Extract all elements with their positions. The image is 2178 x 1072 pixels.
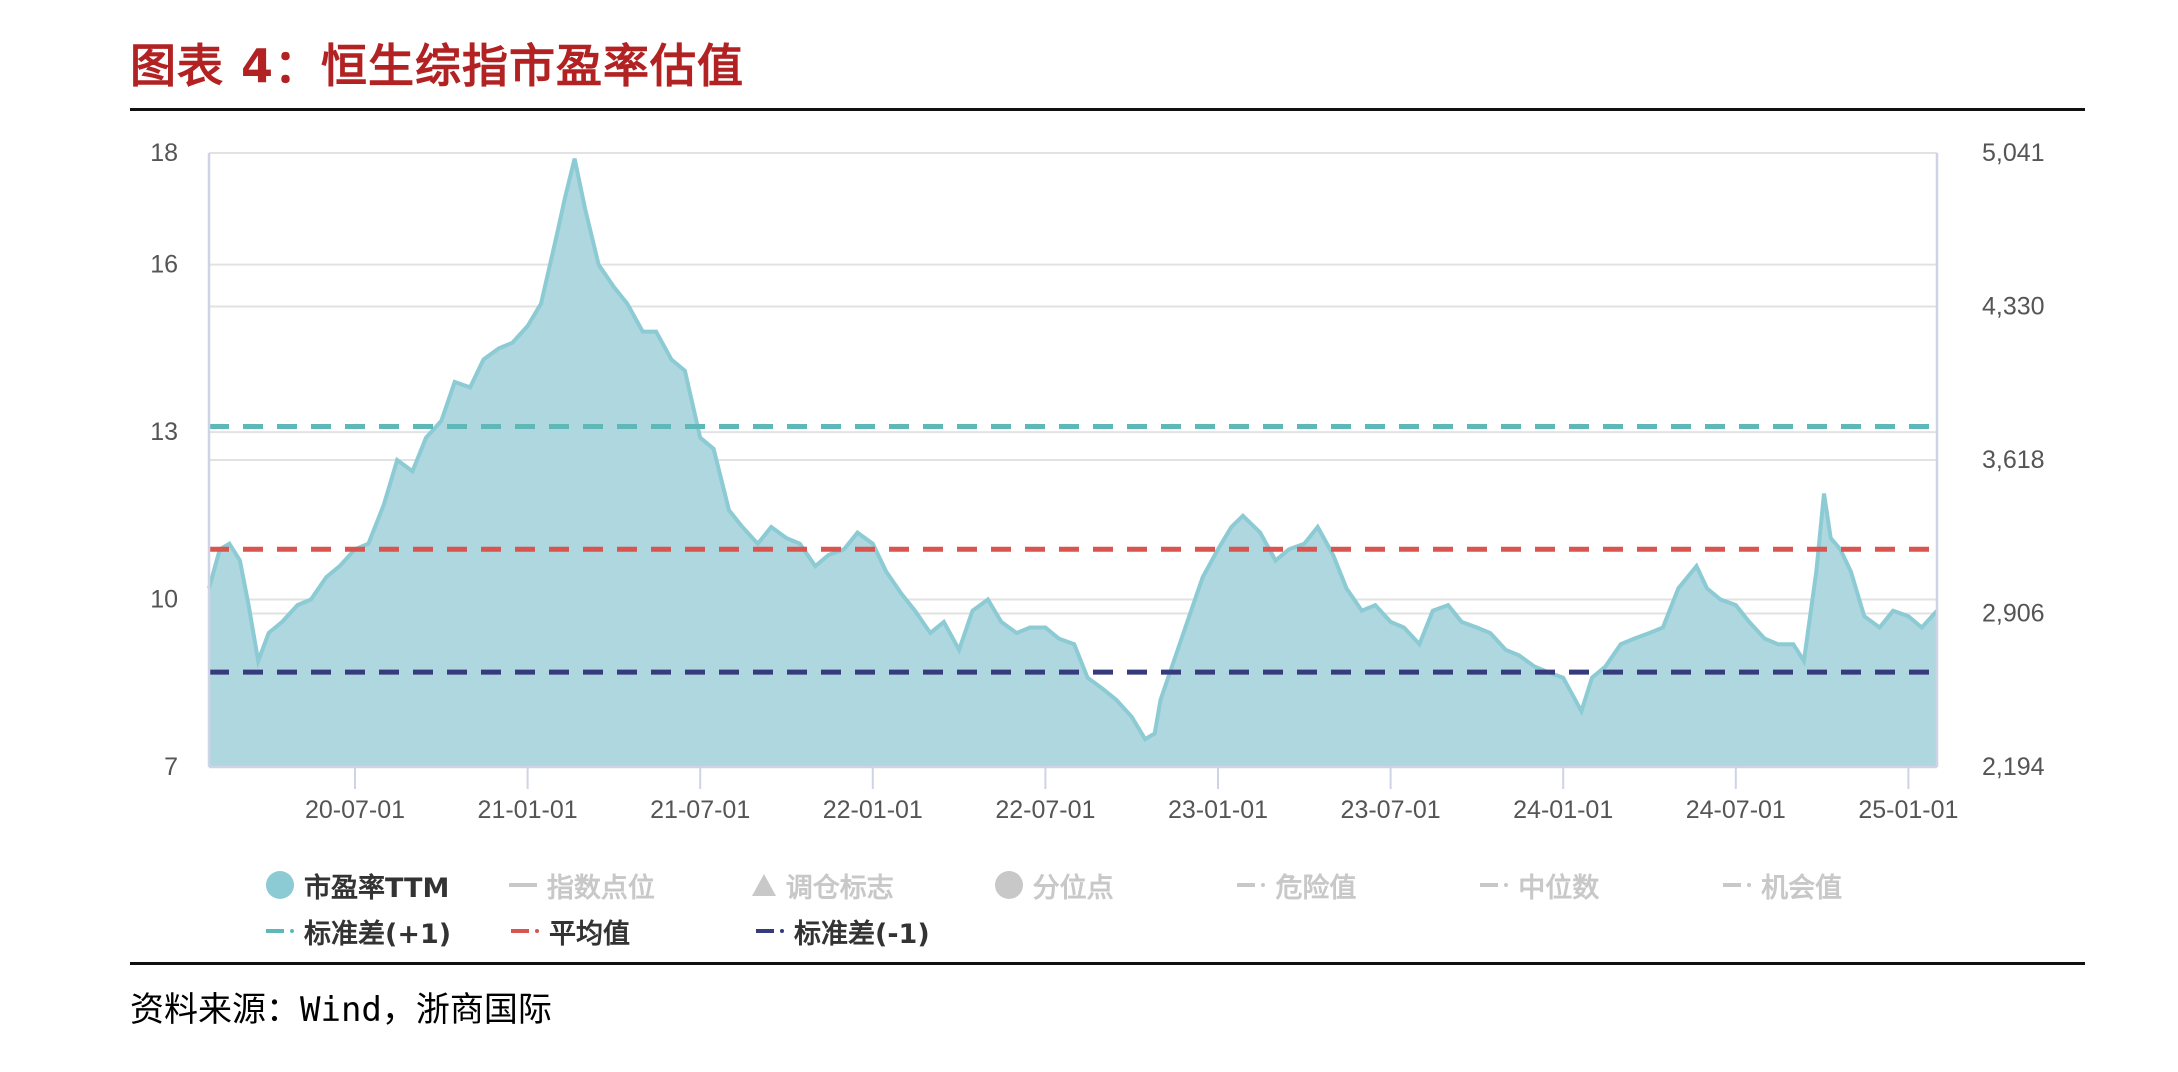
x-tick-label: 24-07-01 [1686, 796, 1786, 824]
dash-dot-icon [1237, 883, 1266, 887]
axes [207, 153, 1939, 789]
x-tick-label: 24-01-01 [1513, 796, 1613, 824]
x-tick-label: 21-01-01 [478, 796, 578, 824]
reference-lines [209, 424, 1937, 675]
y-axis-right-labels: 5,041 4,330 3,618 2,906 2,194 [1982, 139, 2045, 781]
dash-dot-icon [266, 929, 294, 933]
y-tick-label-left: 13 [150, 418, 178, 446]
dash-dot-icon [1723, 883, 1752, 887]
legend-label: 市盈率TTM [304, 872, 450, 904]
pe-area [209, 158, 1937, 768]
y-tick-label-left: 10 [150, 586, 178, 614]
y-tick-label-left: 16 [150, 251, 178, 279]
y-tick-label-right: 5,041 [1982, 139, 2045, 167]
legend-item[interactable]: 标准差(+1) [266, 912, 511, 951]
title-rule [130, 108, 2085, 111]
triangle-icon [751, 874, 776, 896]
legend-item[interactable]: 标准差(-1) [756, 912, 1001, 951]
legend-item[interactable]: 市盈率TTM [266, 866, 509, 905]
x-tick-label: 25-01-01 [1858, 796, 1958, 824]
legend-label: 调仓标志 [785, 872, 894, 904]
legend-label: 分位点 [1032, 872, 1114, 904]
legend-item[interactable]: 平均值 [511, 912, 756, 951]
pe-chart: 18 16 13 10 7 5,041 4,330 3,618 2,906 2,194 20-0… [150, 139, 2045, 824]
y-axis-left-labels: 18 16 13 10 7 [150, 139, 178, 781]
dash-dot-icon [1480, 883, 1509, 887]
y-tick-label-right: 4,330 [1982, 293, 2045, 321]
y-tick-label-right: 2,906 [1982, 600, 2045, 628]
y-tick-label-right: 3,618 [1982, 446, 2045, 474]
legend-item[interactable]: 调仓标志 [751, 866, 995, 905]
circle-icon [994, 871, 1023, 899]
legend-row-2: 标准差(+1) 平均值 标准差(-1) [266, 908, 1966, 954]
legend: 市盈率TTM 指数点位 调仓标志 分位点 危险值 中位数 机会值 标准差(+1) 平均值 标准差… [266, 862, 1966, 954]
legend-item[interactable]: 指数点位 [508, 866, 752, 905]
legend-item[interactable]: 危险值 [1237, 866, 1480, 905]
line-icon [508, 883, 537, 887]
y-tick-label-right: 2,194 [1982, 753, 2045, 781]
source-note: 资料来源：Wind，浙商国际 [130, 990, 552, 1030]
x-tick-label: 22-01-01 [823, 796, 923, 824]
dash-dot-icon [756, 929, 784, 933]
x-tick-label: 22-07-01 [995, 796, 1095, 824]
legend-label: 标准差(+1) [304, 918, 452, 950]
legend-label: 指数点位 [546, 872, 655, 904]
legend-item[interactable]: 分位点 [994, 866, 1238, 905]
dash-dot-icon [511, 929, 539, 933]
legend-label: 标准差(-1) [794, 918, 930, 950]
legend-label: 平均值 [549, 918, 630, 950]
x-tick-label: 23-01-01 [1168, 796, 1268, 824]
x-tick-label: 20-07-01 [305, 796, 405, 824]
legend-item[interactable]: 机会值 [1723, 866, 1966, 905]
y-tick-label-left: 7 [164, 753, 178, 781]
x-tick-label: 21-07-01 [650, 796, 750, 824]
legend-item[interactable]: 中位数 [1480, 866, 1723, 905]
x-tick-label: 23-07-01 [1341, 796, 1441, 824]
circle-icon [266, 871, 294, 899]
x-axis-labels: 20-07-01 21-01-01 21-07-01 22-01-01 22-07-01… [305, 796, 1958, 824]
source-rule [130, 962, 2085, 965]
pe-line [207, 158, 1939, 742]
legend-row-1: 市盈率TTM 指数点位 调仓标志 分位点 危险值 中位数 机会值 [266, 862, 1966, 908]
legend-label: 机会值 [1761, 872, 1843, 904]
figure-title: 图表 4：恒生综指市盈率估值 [130, 39, 745, 93]
legend-label: 危险值 [1275, 872, 1357, 904]
y-tick-label-left: 18 [150, 139, 178, 167]
legend-label: 中位数 [1518, 872, 1600, 904]
